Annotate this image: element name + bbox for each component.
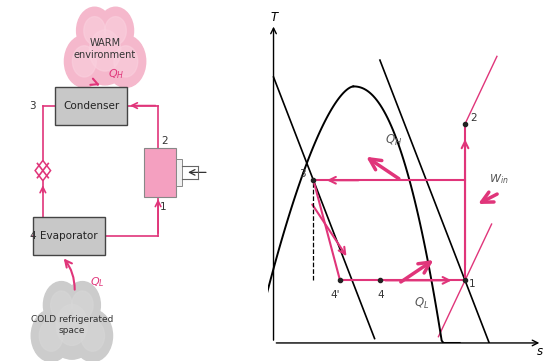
Text: T: T [271, 11, 278, 24]
Circle shape [97, 7, 134, 54]
Text: 4: 4 [377, 290, 384, 300]
Circle shape [84, 17, 105, 45]
Text: 4': 4' [331, 290, 340, 300]
Circle shape [72, 46, 96, 77]
Text: 3: 3 [29, 101, 36, 110]
Circle shape [71, 291, 93, 319]
Circle shape [45, 291, 98, 359]
FancyBboxPatch shape [55, 87, 127, 125]
Polygon shape [35, 160, 51, 181]
FancyBboxPatch shape [144, 148, 176, 197]
Text: $Q_L$: $Q_L$ [90, 275, 105, 289]
Text: Evaporator: Evaporator [40, 231, 98, 240]
Circle shape [51, 291, 72, 319]
Text: WARM
environment: WARM environment [74, 38, 136, 60]
Circle shape [31, 310, 71, 361]
Circle shape [56, 304, 87, 345]
Circle shape [64, 35, 104, 87]
Text: $Q_H$: $Q_H$ [385, 133, 403, 148]
Circle shape [43, 282, 80, 329]
Text: 2: 2 [161, 136, 168, 146]
Text: 1: 1 [469, 279, 476, 289]
Text: 1: 1 [160, 202, 167, 212]
Circle shape [39, 320, 63, 351]
FancyBboxPatch shape [176, 159, 182, 186]
Circle shape [106, 35, 146, 87]
Text: $W_{in}$: $W_{in}$ [489, 172, 509, 186]
Circle shape [81, 320, 105, 351]
Circle shape [64, 282, 100, 329]
Text: 3: 3 [299, 169, 305, 179]
Circle shape [105, 17, 126, 45]
Text: s: s [537, 345, 543, 358]
Text: 2: 2 [471, 113, 477, 123]
Circle shape [90, 30, 121, 71]
Circle shape [76, 7, 113, 54]
Text: $Q_L$: $Q_L$ [415, 296, 430, 311]
Text: COLD refrigerated
space: COLD refrigerated space [31, 315, 113, 335]
Circle shape [114, 46, 138, 77]
FancyBboxPatch shape [33, 217, 105, 255]
Text: $Q_H$: $Q_H$ [108, 68, 125, 82]
Circle shape [79, 16, 132, 85]
Text: Condenser: Condenser [63, 101, 119, 110]
Text: 4: 4 [29, 231, 36, 240]
Circle shape [73, 310, 113, 361]
